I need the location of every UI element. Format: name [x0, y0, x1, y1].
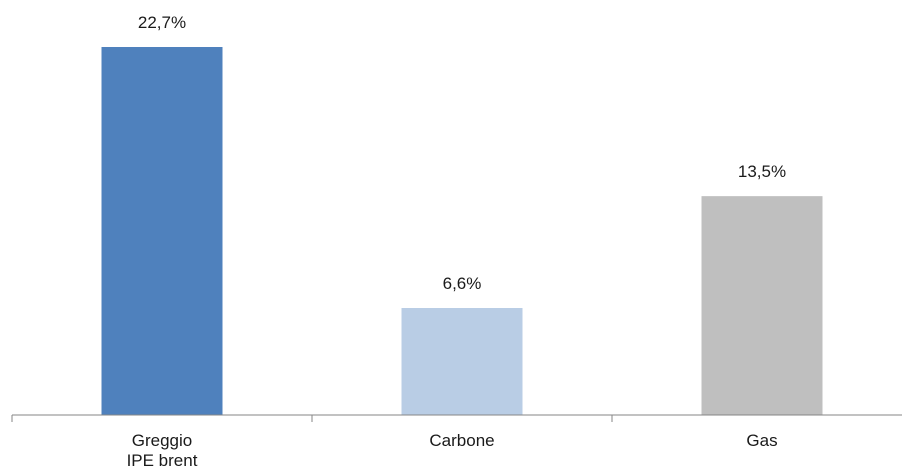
- tick-label: Carbone: [429, 431, 494, 450]
- bar: [401, 308, 523, 415]
- tick-label: Greggio IPE brent: [127, 431, 198, 470]
- data-label: 22,7%: [138, 13, 186, 32]
- x-axis: [11, 414, 902, 422]
- value-labels-group: 22,7% 6,6% 13,5%: [138, 13, 786, 293]
- category-labels-group: Greggio IPE brent Carbone Gas: [127, 431, 778, 470]
- bar: [701, 196, 823, 415]
- bars-group: [101, 47, 823, 415]
- data-label: 13,5%: [738, 162, 786, 181]
- tick-label: Gas: [746, 431, 777, 450]
- bar: [101, 47, 223, 415]
- data-label: 6,6%: [443, 274, 482, 293]
